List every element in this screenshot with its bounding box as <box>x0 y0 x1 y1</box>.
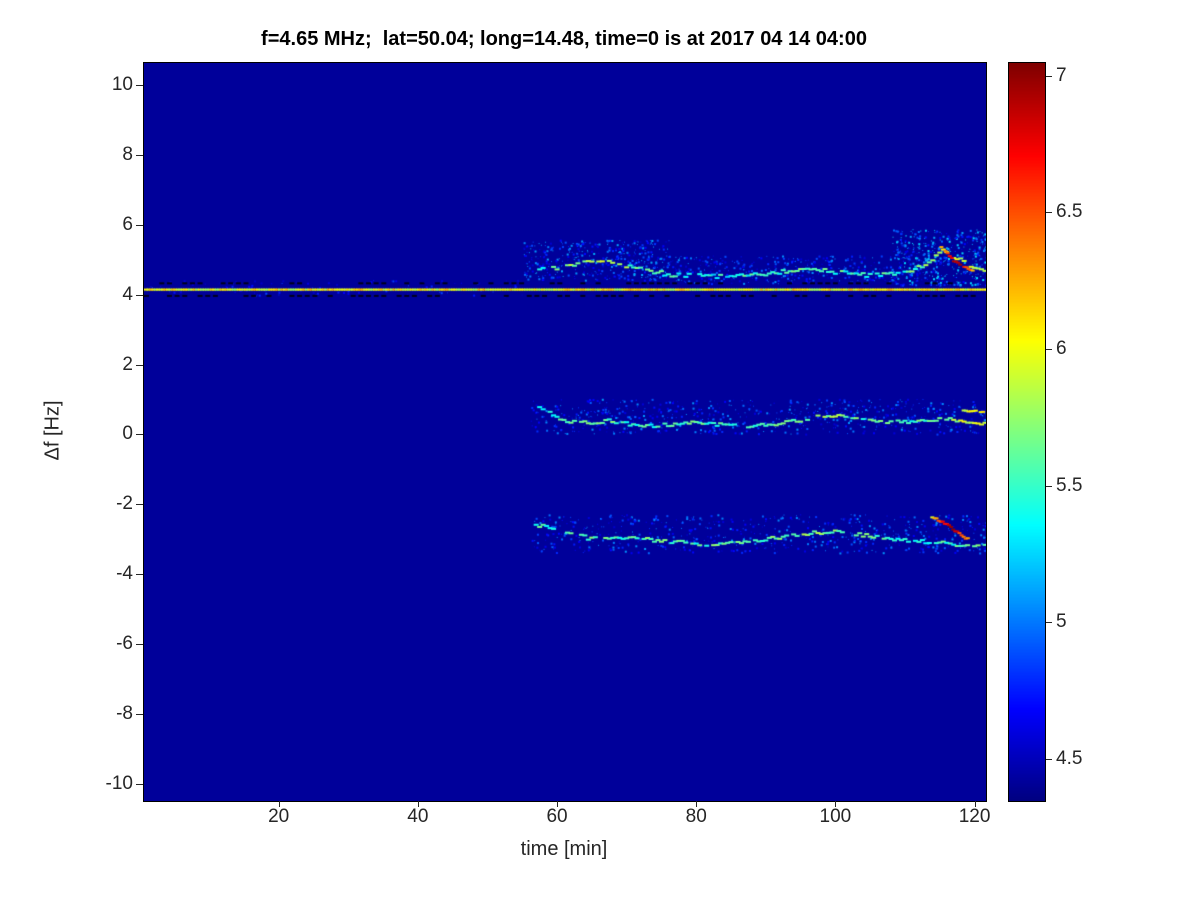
colorbar-tick-mark <box>1046 485 1052 487</box>
y-tick-mark <box>136 714 143 716</box>
colorbar-tick-label: 6 <box>1056 338 1067 359</box>
y-tick-mark <box>136 574 143 576</box>
colorbar-canvas <box>1008 62 1046 802</box>
colorbar-tick-mark <box>1046 349 1052 350</box>
y-tick-mark <box>136 294 143 296</box>
y-tick-label: 10 <box>111 73 133 95</box>
colorbar-tick-label: 5 <box>1056 611 1067 633</box>
y-tick-label: -2 <box>116 493 133 515</box>
x-tick-mark <box>974 801 976 807</box>
colorbar-tick-mark <box>1046 622 1052 624</box>
colorbar-tick-label: 6.5 <box>1056 201 1083 223</box>
x-tick-mark <box>278 801 280 807</box>
colorbar-tick-mark <box>1046 212 1052 214</box>
colorbar-tick-label: 4.5 <box>1056 748 1083 769</box>
y-tick-label: 2 <box>122 353 133 375</box>
x-tick-label: 60 <box>546 806 568 827</box>
colorbar-tick-label: 7 <box>1056 64 1067 86</box>
y-tick-label: 6 <box>122 213 133 235</box>
y-tick-mark <box>136 504 143 506</box>
heatmap-canvas <box>143 62 987 802</box>
y-tick-mark <box>136 784 143 786</box>
x-tick-label: 80 <box>685 806 707 827</box>
y-tick-label: -6 <box>116 633 133 655</box>
y-axis-label: Δf [Hz] <box>41 400 64 461</box>
colorbar-tick-label: 5.5 <box>1056 474 1083 496</box>
x-tick-label: 120 <box>958 806 991 827</box>
x-tick-mark <box>557 801 559 807</box>
y-tick-mark <box>136 84 143 86</box>
y-tick-mark <box>136 224 143 226</box>
x-tick-label: 40 <box>407 806 429 827</box>
x-tick-mark <box>417 801 419 807</box>
y-tick-mark <box>136 154 143 156</box>
y-tick-mark <box>136 364 143 366</box>
y-tick-label: 8 <box>122 143 133 165</box>
x-axis-label: time [min] <box>520 838 608 860</box>
y-tick-label: 0 <box>122 423 133 445</box>
y-tick-mark <box>136 434 143 436</box>
colorbar-tick-mark <box>1046 75 1052 77</box>
y-tick-label: -4 <box>116 563 133 585</box>
x-tick-mark <box>696 801 698 807</box>
y-tick-label: 4 <box>122 283 133 305</box>
y-tick-mark <box>136 644 143 646</box>
chart-title: f=4.65 MHz; lat=50.04; long=14.48, time=… <box>261 28 867 50</box>
y-tick-label: -8 <box>116 703 133 725</box>
x-tick-mark <box>835 801 837 807</box>
y-tick-label: -10 <box>105 773 133 795</box>
x-tick-label: 20 <box>268 806 290 827</box>
x-tick-label: 100 <box>819 806 852 827</box>
colorbar-tick-mark <box>1046 759 1052 760</box>
